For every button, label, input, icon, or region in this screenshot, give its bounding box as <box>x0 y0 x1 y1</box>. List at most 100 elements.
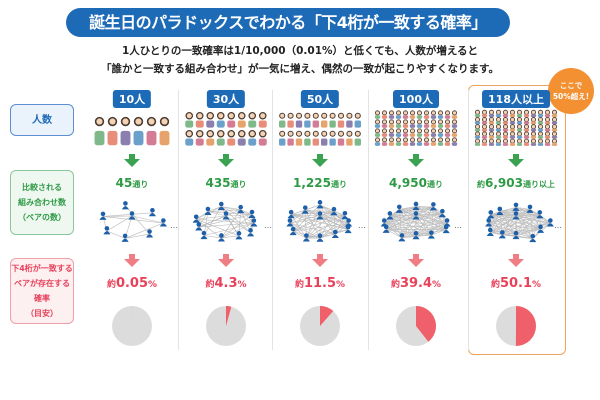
pair-link <box>415 206 447 230</box>
person-icon <box>195 129 204 146</box>
column-graphics: … <box>374 110 462 346</box>
person-icon <box>185 111 194 128</box>
person-icon <box>395 137 402 146</box>
person-icon <box>395 128 402 137</box>
pair-link <box>221 235 239 239</box>
person-icon <box>430 110 437 119</box>
person-icon <box>444 128 451 137</box>
person-icon <box>258 129 267 146</box>
person-icon <box>481 116 488 125</box>
pair-link <box>225 215 251 234</box>
pair-link <box>490 229 541 233</box>
row-label-text: 下4桁が一致する <box>11 264 73 273</box>
person-icon <box>444 137 451 146</box>
pair-value: 435 <box>205 176 231 190</box>
arrow-down-icon <box>408 254 424 267</box>
pair-link <box>386 229 432 236</box>
person-node-icon <box>99 211 107 220</box>
person-icon <box>287 112 294 128</box>
pair-link <box>207 206 222 212</box>
person-icon <box>495 116 502 125</box>
pair-link <box>490 232 503 236</box>
pair-link <box>415 206 434 236</box>
person-node-icon <box>412 211 420 220</box>
person-icon <box>488 116 495 125</box>
person-node-icon <box>301 205 309 214</box>
person-icon <box>523 124 530 132</box>
person-icon <box>346 130 353 146</box>
pie-slice <box>416 306 436 342</box>
person-icon <box>530 116 537 125</box>
column-4: … 100人 4,950通り 約39.4% <box>370 88 462 353</box>
pair-unit: 通り <box>426 180 443 189</box>
person-icon <box>537 131 544 139</box>
person-icon <box>295 130 303 146</box>
person-icon <box>495 124 502 132</box>
pair-link <box>386 229 417 237</box>
row-label-text: ペアが存在する確率 <box>14 279 70 303</box>
pair-link <box>106 230 126 239</box>
person-icon <box>509 131 516 139</box>
person-icon <box>248 111 257 128</box>
person-icon <box>312 112 319 128</box>
ellipsis: … <box>170 221 178 230</box>
pair-link <box>207 211 227 217</box>
person-icon <box>516 138 523 146</box>
person-node-icon <box>412 231 420 240</box>
pair-link <box>384 222 417 237</box>
person-icon <box>304 112 311 128</box>
pair-link <box>291 214 349 230</box>
person-icon <box>395 119 402 128</box>
pair-link <box>221 222 255 239</box>
person-icon <box>159 116 170 146</box>
person-icon <box>530 109 537 118</box>
person-icon <box>388 128 395 137</box>
person-icon <box>437 110 444 119</box>
pair-link <box>515 207 531 210</box>
person-icon <box>381 110 388 119</box>
person-icon <box>430 137 437 146</box>
person-icon <box>437 137 444 146</box>
person-node-icon <box>429 202 437 211</box>
page-title: 誕生日のパラドックスでわかる「下4桁が一致する確率」 <box>66 8 510 37</box>
person-icon <box>516 124 523 132</box>
pair-link <box>490 207 517 233</box>
person-icon <box>258 111 267 128</box>
person-icon <box>481 109 488 118</box>
pair-value: 45 <box>115 176 133 190</box>
person-icon <box>444 119 451 128</box>
row-label-text: 比較される <box>22 183 62 192</box>
person-icon <box>409 119 416 128</box>
pair-link <box>131 215 164 224</box>
pair-link <box>319 211 335 217</box>
person-node-icon <box>512 202 520 211</box>
person-icon <box>509 138 516 146</box>
person-node-icon <box>536 210 544 219</box>
probability: 約11.5% <box>274 276 366 291</box>
person-node-icon <box>237 204 245 214</box>
pair-link <box>401 229 447 239</box>
pair-link <box>499 211 551 224</box>
people-count-badge: 50人 <box>300 90 340 108</box>
person-icon <box>551 116 558 125</box>
person-icon <box>481 131 488 139</box>
arrow-down-icon <box>508 254 524 267</box>
row-label-probability: 下4桁が一致する ペアが存在する確率 （目安） <box>10 258 74 324</box>
person-node-icon <box>398 233 406 242</box>
pair-link <box>207 211 253 215</box>
pct-unit: % <box>532 280 542 290</box>
pair-count: 約6,903通り以上 <box>470 176 562 190</box>
person-icon <box>381 119 388 128</box>
person-node-icon <box>148 207 156 217</box>
pair-link <box>499 207 517 212</box>
person-icon <box>388 110 395 119</box>
row-label-people: 人数 <box>10 104 74 136</box>
person-node-icon <box>235 231 243 240</box>
person-icon <box>530 131 537 139</box>
pair-unit: 通り <box>132 180 149 189</box>
person-icon <box>416 110 423 119</box>
pair-link <box>106 215 133 232</box>
person-icon <box>537 116 544 125</box>
pair-link <box>333 211 346 217</box>
pair-link <box>198 222 254 228</box>
